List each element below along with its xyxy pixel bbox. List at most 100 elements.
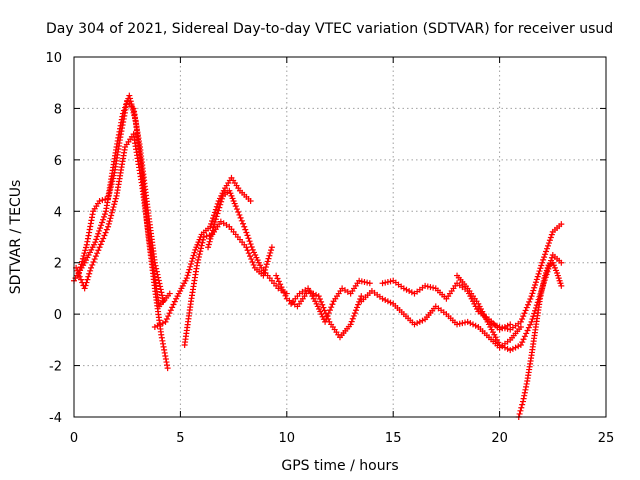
data-point bbox=[538, 286, 545, 293]
data-point bbox=[520, 395, 527, 402]
data-point bbox=[94, 250, 101, 257]
data-point bbox=[207, 235, 214, 242]
series-track-5 bbox=[181, 218, 275, 348]
data-point bbox=[247, 253, 254, 260]
data-point bbox=[235, 209, 242, 216]
data-point bbox=[278, 284, 285, 291]
data-point bbox=[351, 310, 358, 317]
data-point bbox=[543, 248, 550, 255]
data-point bbox=[210, 212, 217, 219]
data-point bbox=[517, 407, 524, 414]
data-point bbox=[519, 339, 526, 346]
data-point bbox=[472, 322, 479, 329]
data-point bbox=[151, 324, 158, 330]
data-point bbox=[100, 235, 107, 242]
data-point bbox=[515, 343, 522, 350]
data-point bbox=[408, 289, 415, 296]
data-point bbox=[241, 223, 248, 230]
data-point bbox=[200, 236, 207, 243]
data-point bbox=[189, 255, 196, 262]
data-point bbox=[206, 238, 213, 245]
data-point bbox=[126, 92, 133, 99]
data-point bbox=[264, 258, 271, 265]
data-point bbox=[81, 285, 88, 292]
series-track-12 bbox=[475, 221, 565, 333]
data-point bbox=[517, 318, 524, 325]
data-point bbox=[107, 186, 114, 193]
data-point bbox=[108, 181, 115, 188]
data-point bbox=[509, 345, 516, 352]
data-point bbox=[163, 315, 170, 322]
data-point bbox=[527, 321, 534, 328]
data-point bbox=[218, 198, 225, 205]
data-point bbox=[529, 290, 536, 297]
data-point bbox=[384, 279, 391, 285]
data-point bbox=[467, 320, 474, 327]
data-point bbox=[244, 247, 251, 254]
data-point bbox=[354, 304, 361, 311]
data-point bbox=[558, 221, 565, 228]
data-point bbox=[237, 214, 244, 221]
data-point bbox=[195, 254, 202, 260]
data-point bbox=[249, 258, 256, 265]
data-point bbox=[387, 299, 394, 306]
data-point bbox=[233, 206, 240, 213]
axis-ticks bbox=[73, 56, 607, 418]
data-point bbox=[246, 238, 253, 245]
data-point bbox=[406, 288, 413, 294]
data-point bbox=[248, 256, 255, 263]
data-point bbox=[521, 389, 528, 396]
data-point bbox=[313, 291, 320, 298]
data-point bbox=[379, 295, 386, 302]
data-point bbox=[108, 209, 115, 216]
data-point bbox=[527, 296, 534, 302]
data-point bbox=[247, 241, 254, 248]
data-point bbox=[519, 316, 526, 322]
data-point bbox=[267, 249, 274, 256]
data-point bbox=[454, 321, 461, 328]
data-point bbox=[352, 307, 359, 314]
data-point bbox=[210, 224, 217, 231]
data-point bbox=[427, 284, 434, 291]
data-point bbox=[245, 250, 252, 257]
data-point bbox=[208, 220, 215, 227]
data-point bbox=[364, 279, 371, 286]
data-point bbox=[162, 318, 169, 325]
x-tick-label: 25 bbox=[598, 431, 615, 446]
data-point bbox=[244, 232, 251, 239]
series-track-2 bbox=[75, 97, 167, 305]
data-point bbox=[186, 266, 193, 273]
data-point bbox=[493, 322, 500, 329]
data-point bbox=[213, 213, 220, 220]
data-point bbox=[157, 321, 164, 328]
data-point bbox=[99, 219, 106, 226]
data-point bbox=[209, 227, 216, 234]
data-point bbox=[157, 283, 164, 290]
data-point bbox=[547, 234, 554, 241]
data-point bbox=[496, 342, 503, 348]
data-point bbox=[81, 250, 88, 257]
data-point bbox=[535, 270, 542, 277]
data-point bbox=[108, 212, 115, 219]
data-point bbox=[82, 282, 89, 289]
data-point bbox=[197, 245, 204, 252]
data-point bbox=[355, 301, 362, 308]
data-point bbox=[525, 324, 532, 331]
data-point bbox=[422, 282, 429, 289]
data-point bbox=[485, 318, 492, 325]
data-point bbox=[219, 195, 226, 202]
data-point bbox=[320, 304, 327, 311]
data-point bbox=[109, 178, 116, 185]
data-point bbox=[531, 284, 538, 291]
data-point bbox=[164, 365, 171, 372]
data-point bbox=[101, 232, 108, 239]
data-point bbox=[530, 287, 537, 294]
data-point bbox=[88, 264, 95, 271]
data-point bbox=[159, 320, 166, 327]
data-point bbox=[538, 262, 545, 269]
series-track-3 bbox=[73, 131, 173, 310]
data-point bbox=[167, 307, 174, 314]
data-point bbox=[76, 273, 83, 280]
data-point bbox=[545, 240, 552, 247]
data-point bbox=[217, 201, 224, 208]
